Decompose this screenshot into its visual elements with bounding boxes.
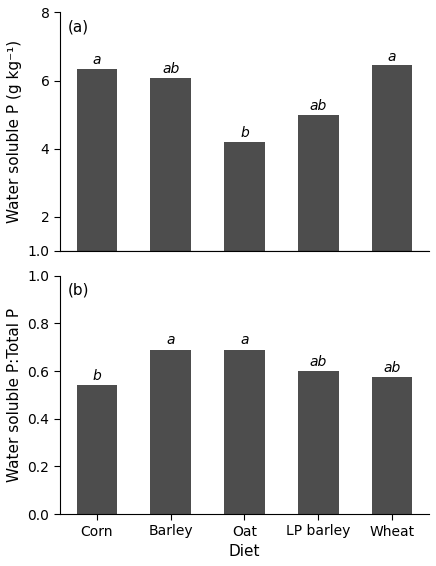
Bar [298,371,339,514]
Text: b: b [240,126,249,140]
Bar [372,377,412,514]
Text: a: a [167,333,175,348]
Text: (b): (b) [67,283,89,298]
Text: ab: ab [310,355,327,368]
Bar [77,385,117,514]
Text: a: a [240,333,249,348]
Text: b: b [92,369,101,383]
Text: ab: ab [162,62,179,76]
Text: ab: ab [310,99,327,113]
Text: (a): (a) [67,20,89,35]
Bar [150,350,191,514]
Bar [150,78,191,251]
Y-axis label: Water soluble P:Total P: Water soluble P:Total P [7,308,22,482]
Text: a: a [388,49,396,63]
Text: ab: ab [384,361,401,375]
Bar [298,114,339,251]
Bar [77,68,117,251]
Text: a: a [92,53,101,67]
Bar [372,65,412,251]
Bar [224,350,265,514]
Y-axis label: Water soluble P (g kg⁻¹): Water soluble P (g kg⁻¹) [7,40,22,223]
Bar [224,142,265,251]
X-axis label: Diet: Diet [229,544,260,559]
